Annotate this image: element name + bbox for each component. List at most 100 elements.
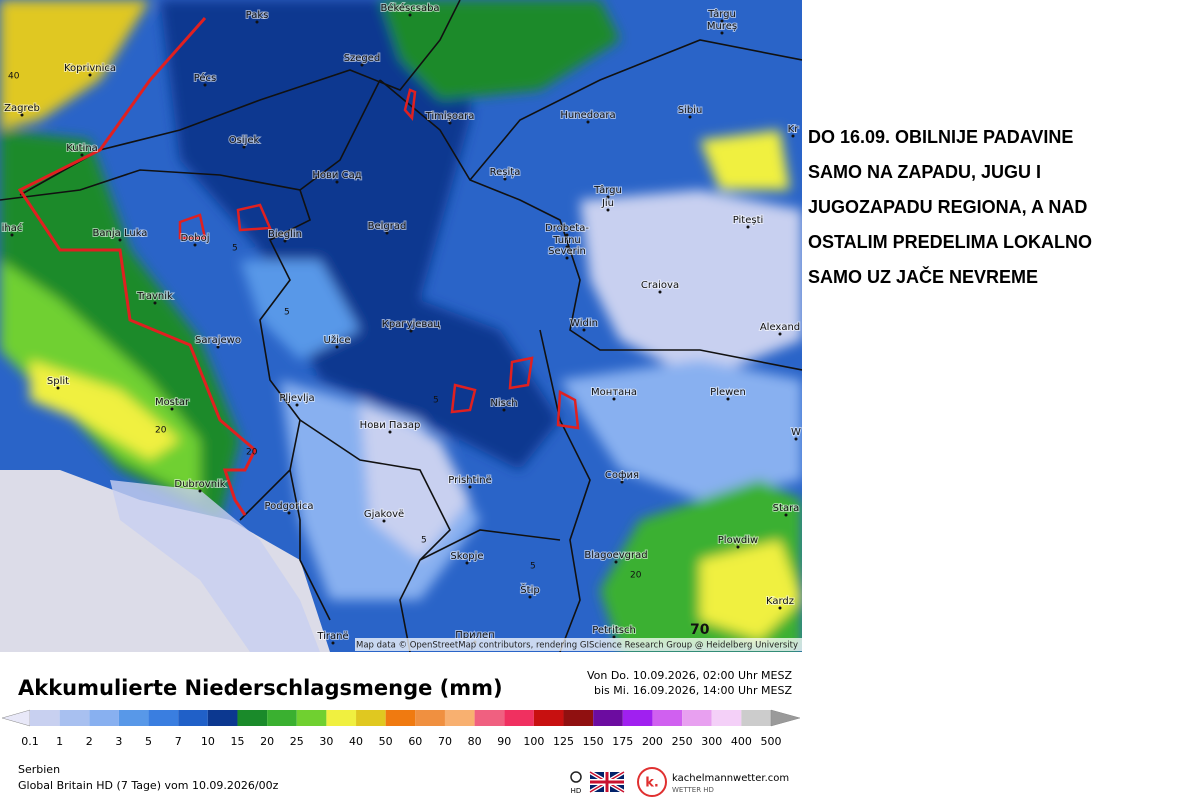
city-label: Prishtinë (448, 475, 491, 486)
annotation: DO 16.09. OBILNIJE PADAVINE SAMO NA ZAPAD… (808, 120, 1200, 295)
city-label: Târgu (593, 184, 622, 196)
uk-flag (588, 770, 626, 794)
annotation-line: JUGOZAPADU REGIONA, A NAD (808, 197, 1088, 217)
city-label: Zagreb (4, 103, 40, 114)
contour-label: 20 (155, 426, 167, 436)
city-dot (565, 245, 569, 249)
legend-tick-label: 3 (115, 735, 122, 748)
legend-tick-label: 1 (56, 735, 63, 748)
city-dot (658, 290, 662, 294)
city-dot (565, 256, 569, 260)
city-label: Mureș (707, 21, 737, 32)
legend-tick-label: 50 (379, 735, 393, 748)
city-dot (620, 480, 624, 484)
city-label: Widin (570, 318, 598, 329)
city-label: Târgu (707, 8, 736, 20)
legend-swatch (444, 710, 475, 726)
city-label: Sarajewo (195, 335, 241, 346)
legend-tick-label: 90 (497, 735, 511, 748)
city-label: ihać (2, 222, 23, 234)
legend-tick-label: 80 (468, 735, 482, 748)
city-label: Plowdiw (718, 535, 758, 546)
city-label: Tiranë (316, 631, 348, 642)
city-dot (118, 238, 122, 242)
city-dot (198, 489, 202, 493)
city-label: Belgrad (368, 221, 407, 232)
legend-tick-label: 40 (349, 735, 363, 748)
city-label: Gjakovë (364, 509, 404, 520)
city-dot (153, 301, 157, 305)
city-dot (528, 595, 532, 599)
city-dot (503, 177, 507, 181)
city-label: Skopje (450, 551, 483, 562)
city-dot (688, 115, 692, 119)
city-label: Sibiu (678, 105, 703, 116)
city-dot (295, 403, 299, 407)
brand-logo-mark: k. (645, 776, 659, 791)
city-label: Blagoevgrad (584, 550, 647, 561)
city-dot (408, 13, 412, 17)
legend-swatch (356, 710, 386, 726)
city-label: Podgorica (264, 501, 313, 512)
contour-label: 5 (433, 396, 439, 406)
annotation-line: OSTALIM PREDELIMA LOKALNO (808, 232, 1092, 252)
legend-swatch (415, 710, 445, 726)
legend-arrow-low (1, 709, 31, 727)
city-label: Turnu (552, 235, 581, 246)
legend-tick-label: 2 (86, 735, 93, 748)
legend-tick-label: 15 (230, 735, 244, 748)
legend-tick-label: 175 (612, 735, 633, 748)
legend-tick-label: 125 (553, 735, 574, 748)
city-label: Timișoara (425, 111, 475, 122)
legend-swatch (296, 710, 327, 726)
borders (0, 0, 802, 652)
city-label: Kardz (766, 596, 794, 607)
city-label: Pécs (194, 72, 217, 84)
city-label: Hunedoara (560, 110, 615, 121)
legend-tick-label: 30 (319, 735, 333, 748)
city-label: Doboj (180, 233, 209, 244)
city-dot (20, 113, 24, 117)
city-label: Pitești (733, 215, 764, 226)
brand-sub: WETTER HD (672, 786, 714, 794)
legend-tick-label: 60 (408, 735, 422, 748)
city-dot (794, 437, 798, 441)
city-dot (360, 63, 364, 67)
contour-label: 20 (246, 448, 258, 458)
city-label: Paks (246, 10, 269, 21)
legend-tick-label: 200 (642, 735, 663, 748)
city-label: Mostar (155, 397, 190, 408)
city-label: Kr (788, 124, 800, 135)
city-dot (612, 635, 616, 639)
city-dot (784, 513, 788, 517)
city-label: Severin (548, 246, 586, 257)
city-label: Užice (324, 334, 351, 346)
annotation-line: DO 16.09. OBILNIJE PADAVINE (808, 127, 1074, 147)
city-label: Štip (520, 583, 539, 596)
city-dot (287, 511, 291, 515)
city-label: Крагујевац (382, 318, 441, 330)
city-dot (791, 134, 795, 138)
city-dot (586, 120, 590, 124)
city-dot (385, 231, 389, 235)
legend-tick-label: 20 (260, 735, 274, 748)
city-dot (778, 606, 782, 610)
city-dot (331, 641, 335, 645)
contour-label: 5 (421, 536, 427, 546)
city-label: Nisch (490, 398, 517, 409)
legend-swatch (267, 710, 297, 726)
outline-region (17, 17, 257, 516)
city-dot (283, 239, 287, 243)
city-label: Craiova (641, 280, 679, 291)
attribution: Map data © OpenStreetMap contributors, r… (356, 641, 798, 651)
outline-cells (178, 88, 580, 430)
legend-swatch (563, 710, 594, 726)
legend-swatch (326, 710, 357, 726)
city-label: Osijek (229, 135, 260, 146)
legend-swatch (89, 710, 119, 726)
city-dot (216, 345, 220, 349)
city-label: Plewen (710, 387, 746, 398)
city-label: Dubrovnik (174, 479, 225, 490)
legend-swatch (533, 710, 564, 726)
legend-swatch (504, 710, 534, 726)
